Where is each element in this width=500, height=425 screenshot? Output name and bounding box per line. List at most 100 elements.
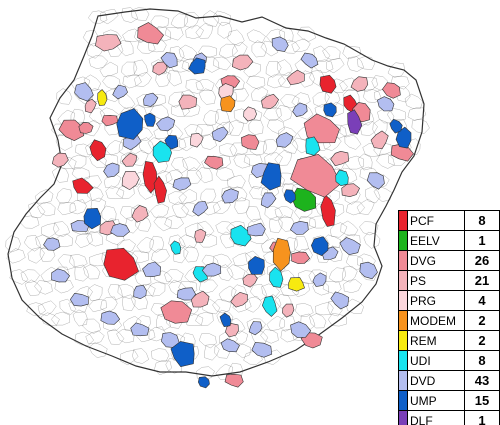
commune-ps bbox=[194, 228, 207, 243]
commune-prg bbox=[243, 106, 257, 122]
commune-boundary bbox=[251, 40, 267, 58]
commune-boundary bbox=[184, 312, 204, 326]
commune-boundary bbox=[312, 91, 330, 108]
commune-boundary bbox=[322, 281, 342, 295]
commune-boundary bbox=[244, 296, 262, 313]
commune-boundary bbox=[343, 279, 362, 293]
legend-swatch bbox=[398, 370, 408, 391]
commune-boundary bbox=[134, 71, 152, 87]
commune-dvd bbox=[220, 338, 240, 353]
commune-boundary bbox=[234, 197, 250, 214]
commune-rem bbox=[97, 89, 108, 106]
commune-boundary bbox=[164, 27, 184, 41]
commune-boundary bbox=[294, 236, 309, 253]
commune-boundary bbox=[215, 363, 233, 380]
commune-dvg bbox=[290, 153, 342, 198]
commune-dvd bbox=[246, 222, 266, 237]
legend-swatch bbox=[398, 330, 408, 351]
commune-boundary bbox=[198, 333, 217, 349]
commune-ump bbox=[164, 134, 179, 150]
commune-dvd bbox=[51, 268, 70, 283]
commune-boundary bbox=[263, 139, 279, 156]
commune-boundary bbox=[74, 331, 94, 346]
commune-boundary bbox=[277, 215, 295, 232]
commune-boundary bbox=[130, 293, 148, 310]
commune-udi bbox=[152, 140, 172, 163]
commune-ump bbox=[219, 312, 232, 328]
commune-ump bbox=[197, 376, 210, 389]
commune-ump bbox=[83, 207, 102, 230]
commune-boundary bbox=[198, 45, 217, 58]
commune-dvd bbox=[142, 261, 162, 278]
legend-count: 2 bbox=[464, 310, 500, 331]
commune-boundary bbox=[376, 153, 395, 169]
commune-boundary bbox=[404, 93, 423, 109]
commune-boundary bbox=[195, 22, 213, 39]
commune-ps bbox=[330, 150, 350, 167]
commune-boundary bbox=[169, 46, 185, 63]
commune-boundary bbox=[41, 223, 60, 239]
commune-boundary bbox=[149, 235, 164, 253]
commune-boundary bbox=[37, 300, 57, 316]
legend-label: PS bbox=[407, 270, 465, 291]
legend-row: UMP 15 bbox=[398, 390, 500, 411]
commune-boundary bbox=[232, 342, 251, 359]
commune-boundary bbox=[75, 233, 93, 249]
commune-boundary bbox=[245, 206, 261, 223]
commune-ump bbox=[260, 162, 282, 191]
commune-ump bbox=[116, 108, 144, 140]
commune-boundary bbox=[170, 157, 189, 174]
legend-count: 1 bbox=[464, 410, 500, 425]
commune-pcf bbox=[320, 194, 336, 227]
legend-count: 21 bbox=[464, 270, 500, 291]
commune-dvd bbox=[366, 172, 385, 190]
commune-boundary bbox=[57, 202, 77, 216]
legend-row: PRG 4 bbox=[398, 290, 500, 311]
commune-boundary bbox=[260, 329, 279, 344]
legend-row: DVG 26 bbox=[398, 250, 500, 271]
commune-ps bbox=[286, 69, 305, 86]
commune-boundary bbox=[122, 75, 142, 89]
commune-boundary bbox=[148, 326, 166, 342]
commune-boundary bbox=[27, 247, 45, 264]
legend-label: EELV bbox=[407, 230, 465, 251]
commune-boundary bbox=[20, 269, 40, 283]
commune-ps bbox=[341, 183, 360, 198]
legend-row: PCF 8 bbox=[398, 210, 500, 231]
legend-row: DVD 43 bbox=[398, 370, 500, 391]
commune-boundary bbox=[291, 92, 311, 108]
commune-boundary bbox=[202, 298, 221, 315]
commune-boundary bbox=[261, 283, 280, 298]
department-boundary bbox=[7, 8, 425, 377]
legend-swatch bbox=[398, 310, 408, 331]
commune-boundary bbox=[88, 299, 107, 312]
commune-boundary bbox=[28, 201, 46, 218]
legend-swatch bbox=[398, 210, 408, 231]
commune-boundary bbox=[359, 221, 379, 236]
commune-boundary bbox=[328, 313, 347, 327]
commune-ps bbox=[350, 76, 369, 92]
commune-dvd bbox=[248, 321, 263, 336]
commune-boundary bbox=[243, 351, 263, 365]
commune-boundary bbox=[82, 318, 101, 334]
commune-dvd bbox=[110, 223, 130, 237]
commune-dvd bbox=[192, 201, 209, 217]
legend-row: PS 21 bbox=[398, 270, 500, 291]
legend-count: 8 bbox=[464, 210, 500, 231]
commune-dvd bbox=[201, 262, 222, 277]
commune-boundary bbox=[212, 299, 232, 314]
commune-boundary bbox=[178, 188, 197, 204]
commune-boundary bbox=[100, 9, 119, 25]
legend-swatch bbox=[398, 250, 408, 271]
commune-boundary bbox=[51, 311, 70, 326]
commune-boundary bbox=[122, 294, 136, 311]
commune-dvd bbox=[176, 287, 197, 301]
commune-prg bbox=[121, 170, 140, 191]
commune-ump bbox=[389, 118, 403, 134]
commune-dvd bbox=[133, 284, 147, 300]
commune-dvg bbox=[78, 122, 94, 134]
legend-swatch bbox=[398, 350, 408, 371]
commune-ump bbox=[188, 57, 206, 75]
legend-row: REM 2 bbox=[398, 330, 500, 351]
legend-table: PCF 8 EELV 1 DVG 26 PS 21 PRG 4 MODEM 2 REM 2 UDI 8 DVD 4… bbox=[398, 210, 500, 425]
